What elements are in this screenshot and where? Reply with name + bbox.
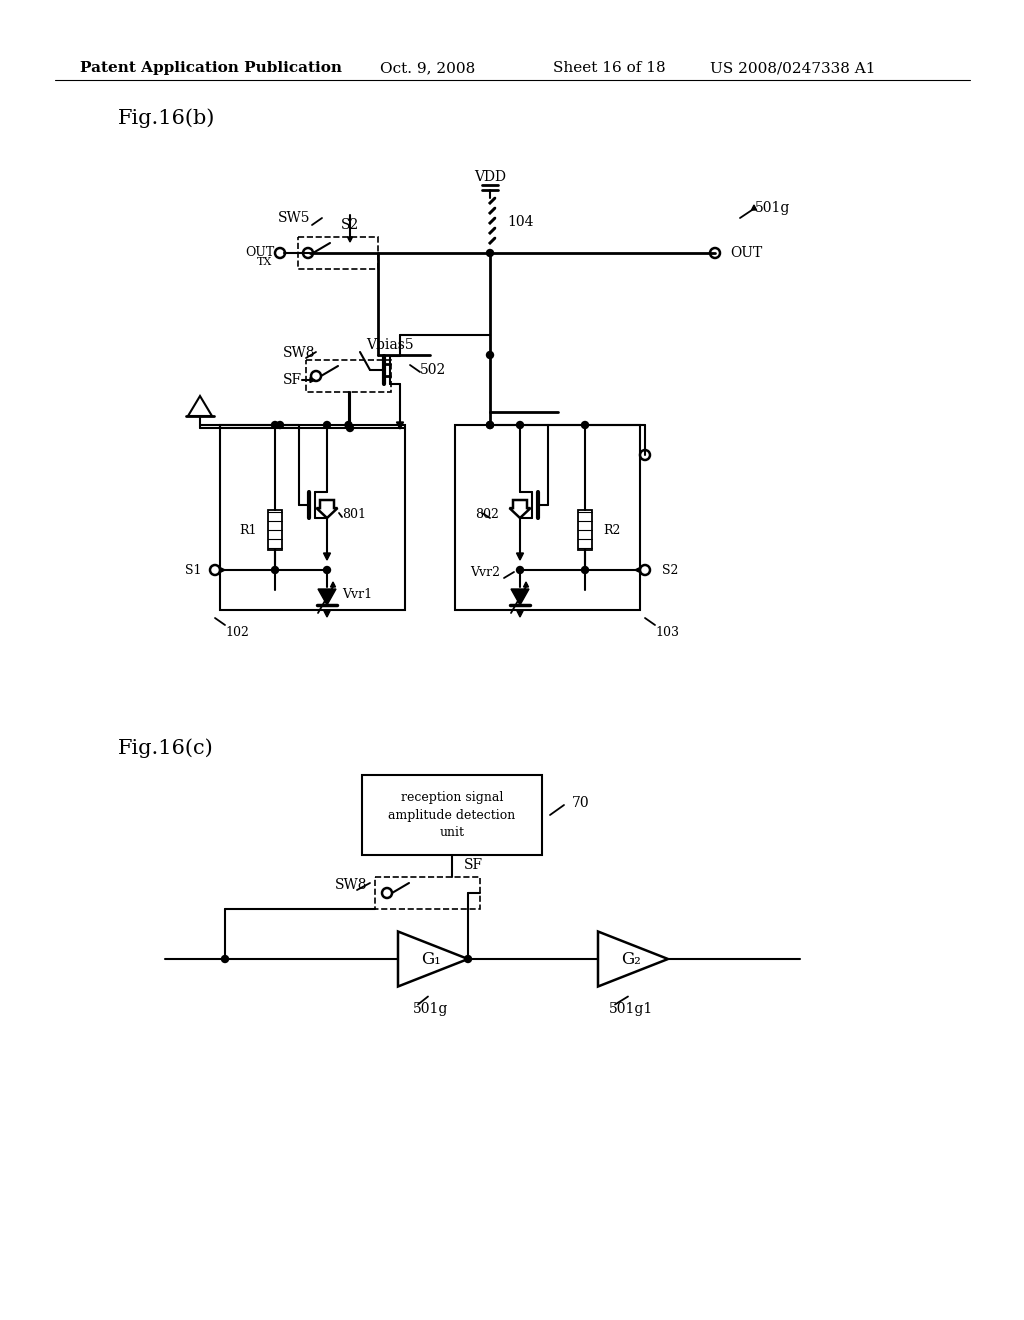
Text: unit: unit	[439, 826, 465, 840]
Text: R2: R2	[603, 524, 621, 536]
Text: 501g1: 501g1	[609, 1002, 653, 1015]
Text: G₂: G₂	[622, 950, 641, 968]
Bar	[362, 775, 542, 855]
Polygon shape	[331, 582, 336, 587]
Text: Oct. 9, 2008: Oct. 9, 2008	[380, 61, 475, 75]
Text: SF: SF	[283, 374, 302, 387]
Text: R1: R1	[240, 524, 257, 536]
Polygon shape	[318, 589, 336, 605]
Polygon shape	[398, 932, 468, 986]
Text: 102: 102	[225, 626, 249, 639]
Text: S2: S2	[662, 564, 678, 577]
Text: SW8: SW8	[335, 878, 367, 892]
Polygon shape	[516, 553, 523, 560]
Text: US 2008/0247338 A1: US 2008/0247338 A1	[710, 61, 876, 75]
Polygon shape	[635, 568, 640, 573]
Circle shape	[486, 421, 494, 429]
Text: TX: TX	[257, 257, 272, 267]
Circle shape	[516, 566, 523, 573]
Circle shape	[486, 351, 494, 359]
Text: 104: 104	[507, 215, 534, 228]
Bar	[375, 876, 480, 909]
Text: Vbias5: Vbias5	[367, 338, 414, 352]
Text: Fig.16(c): Fig.16(c)	[118, 738, 214, 758]
Circle shape	[486, 249, 494, 256]
Circle shape	[271, 421, 279, 429]
Polygon shape	[316, 500, 338, 517]
Circle shape	[582, 421, 589, 429]
Text: Vvr2: Vvr2	[470, 565, 500, 578]
Bar	[306, 360, 391, 392]
Text: 70: 70	[572, 796, 590, 810]
Polygon shape	[523, 582, 528, 587]
Polygon shape	[324, 610, 331, 616]
Circle shape	[271, 566, 279, 573]
Circle shape	[582, 566, 589, 573]
Text: SF: SF	[464, 858, 483, 873]
Text: reception signal: reception signal	[400, 791, 503, 804]
Circle shape	[276, 421, 284, 429]
Text: SW5: SW5	[278, 211, 310, 224]
Text: amplitude detection: amplitude detection	[388, 808, 516, 821]
Text: Sheet 16 of 18: Sheet 16 of 18	[553, 61, 666, 75]
Text: 502: 502	[420, 363, 446, 378]
Text: S1: S1	[185, 564, 202, 577]
Polygon shape	[324, 553, 331, 560]
Circle shape	[221, 956, 228, 962]
Polygon shape	[310, 378, 315, 383]
Circle shape	[516, 421, 523, 429]
Circle shape	[346, 425, 353, 432]
Circle shape	[486, 421, 494, 429]
Text: 103: 103	[655, 626, 679, 639]
Text: 802: 802	[475, 508, 499, 521]
Bar	[455, 425, 640, 610]
Text: S2: S2	[341, 218, 359, 232]
Text: 801: 801	[342, 508, 366, 521]
Text: G₁: G₁	[421, 950, 441, 968]
Text: Patent Application Publication: Patent Application Publication	[80, 61, 342, 75]
Circle shape	[324, 421, 331, 429]
Bar	[268, 510, 282, 550]
Polygon shape	[752, 205, 757, 210]
Bar	[298, 238, 378, 269]
Polygon shape	[510, 500, 530, 517]
Polygon shape	[516, 610, 523, 616]
Text: SW8: SW8	[283, 346, 315, 360]
Text: OUT: OUT	[245, 246, 274, 259]
Text: 501g: 501g	[755, 201, 791, 215]
Circle shape	[345, 421, 352, 429]
Text: Vvr1: Vvr1	[342, 589, 372, 602]
Text: OUT: OUT	[730, 246, 762, 260]
Polygon shape	[347, 238, 352, 242]
Circle shape	[324, 566, 331, 573]
Text: VDD: VDD	[474, 170, 506, 183]
Polygon shape	[511, 589, 529, 605]
Bar	[220, 425, 406, 610]
Circle shape	[465, 956, 471, 962]
Bar	[578, 510, 592, 550]
Polygon shape	[598, 932, 668, 986]
Text: Fig.16(b): Fig.16(b)	[118, 108, 215, 128]
Polygon shape	[396, 422, 403, 429]
Text: 501g: 501g	[414, 1002, 449, 1015]
Polygon shape	[220, 568, 225, 573]
